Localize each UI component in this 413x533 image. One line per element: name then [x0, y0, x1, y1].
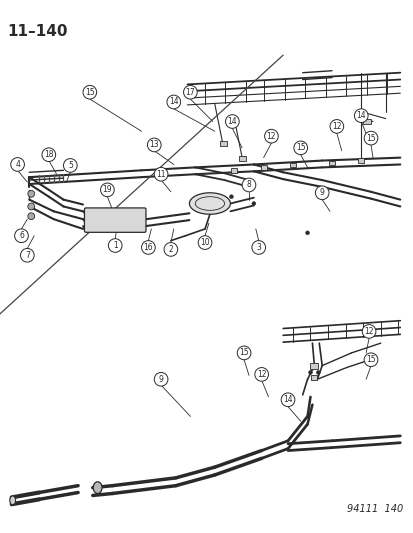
Text: 15: 15: [366, 134, 375, 143]
Text: 14: 14: [356, 111, 365, 120]
Circle shape: [28, 203, 35, 210]
Bar: [231, 168, 237, 173]
Text: 5: 5: [68, 161, 73, 170]
Text: 14: 14: [282, 395, 292, 404]
Bar: [358, 158, 363, 163]
Bar: [311, 375, 316, 380]
Circle shape: [198, 236, 211, 249]
Circle shape: [11, 158, 24, 171]
Text: 12: 12: [331, 122, 341, 131]
Circle shape: [237, 346, 250, 360]
Text: 12: 12: [266, 132, 275, 141]
Text: 2: 2: [168, 245, 173, 254]
Circle shape: [229, 195, 233, 199]
Circle shape: [305, 231, 309, 235]
Ellipse shape: [93, 482, 102, 494]
Text: 3: 3: [256, 243, 261, 252]
Text: 11: 11: [156, 169, 166, 179]
Text: 4: 4: [15, 160, 20, 169]
Text: 1: 1: [113, 241, 117, 250]
Circle shape: [251, 240, 265, 254]
Bar: [219, 141, 226, 146]
Text: 14: 14: [169, 98, 178, 107]
Text: 94111  140: 94111 140: [346, 504, 402, 514]
Bar: [310, 362, 318, 368]
Circle shape: [63, 159, 77, 172]
Circle shape: [183, 85, 197, 99]
Circle shape: [308, 370, 312, 374]
Text: 12: 12: [363, 327, 373, 336]
Text: 11–140: 11–140: [8, 24, 68, 39]
Text: 17: 17: [185, 88, 195, 96]
Bar: [362, 118, 370, 124]
Circle shape: [242, 178, 255, 192]
Circle shape: [225, 115, 239, 128]
Text: 6: 6: [19, 231, 24, 240]
Circle shape: [363, 353, 377, 367]
Text: 15: 15: [295, 143, 305, 152]
Text: 18: 18: [44, 150, 53, 159]
Text: 14: 14: [227, 117, 237, 126]
Bar: [260, 165, 266, 171]
Ellipse shape: [10, 496, 16, 505]
Circle shape: [164, 243, 177, 256]
Text: 16: 16: [143, 243, 153, 252]
Text: 15: 15: [239, 349, 248, 358]
Circle shape: [42, 148, 55, 161]
Circle shape: [280, 393, 294, 407]
Bar: [289, 163, 295, 167]
Circle shape: [108, 239, 122, 252]
Circle shape: [254, 368, 268, 381]
Circle shape: [28, 213, 35, 220]
Circle shape: [264, 130, 278, 143]
Circle shape: [293, 141, 307, 155]
Circle shape: [83, 85, 96, 99]
Circle shape: [166, 95, 180, 109]
Circle shape: [147, 138, 161, 152]
Circle shape: [329, 119, 343, 133]
Text: 12: 12: [256, 370, 266, 379]
FancyBboxPatch shape: [84, 208, 146, 232]
Circle shape: [315, 186, 328, 200]
Text: 8: 8: [246, 181, 251, 189]
Circle shape: [363, 131, 377, 145]
Text: 9: 9: [319, 188, 324, 197]
Text: 13: 13: [149, 140, 159, 149]
Circle shape: [100, 183, 114, 197]
Circle shape: [316, 370, 320, 374]
Circle shape: [154, 373, 168, 386]
Circle shape: [21, 248, 34, 262]
Circle shape: [251, 201, 255, 206]
Circle shape: [141, 240, 155, 254]
Bar: [239, 156, 245, 160]
Bar: [328, 160, 334, 165]
Text: 19: 19: [102, 185, 112, 195]
Text: 10: 10: [200, 238, 209, 247]
Ellipse shape: [189, 193, 230, 214]
Circle shape: [28, 190, 35, 197]
Circle shape: [361, 325, 375, 338]
Text: 15: 15: [366, 355, 375, 364]
Text: 15: 15: [85, 88, 95, 96]
Text: 9: 9: [158, 375, 163, 384]
Circle shape: [14, 229, 28, 243]
Circle shape: [154, 167, 168, 181]
Text: 7: 7: [25, 251, 30, 260]
Circle shape: [354, 109, 367, 123]
